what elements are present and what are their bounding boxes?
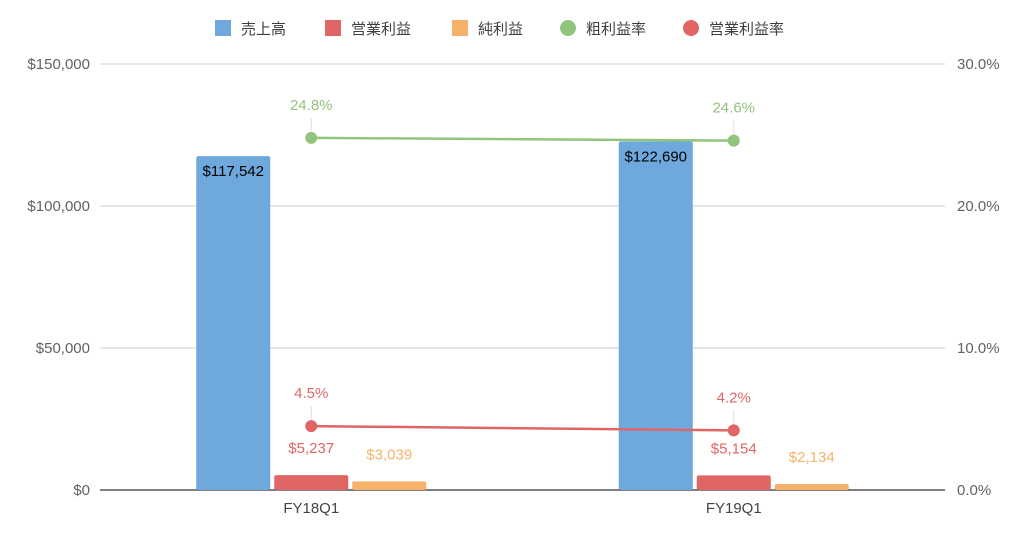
line-data-label: 24.6% [712, 100, 755, 117]
bar-net-profit [774, 483, 849, 490]
right-axis-tick-label: 20.0% [957, 198, 1000, 215]
bar-net-profit [352, 481, 427, 490]
legend-swatch [452, 20, 468, 36]
left-axis-tick-label: $0 [73, 482, 90, 499]
left-axis-tick-label: $100,000 [27, 198, 90, 215]
bar-data-label: $3,039 [366, 446, 412, 463]
right-axis-tick-label: 10.0% [957, 340, 1000, 357]
legend-label: 純利益 [478, 20, 523, 38]
series-point [305, 420, 318, 433]
right-axis-tick-label: 30.0% [957, 56, 1000, 73]
bar-data-label: $5,237 [288, 440, 334, 457]
x-axis-category-label: FY19Q1 [706, 500, 762, 517]
bar-revenue [196, 156, 271, 490]
x-axis-category-label: FY18Q1 [283, 500, 339, 517]
series-point [305, 131, 318, 144]
right-axis-tick-label: 0.0% [957, 482, 991, 499]
legend-label: 営業利益率 [709, 20, 784, 38]
left-axis-tick-label: $150,000 [27, 56, 90, 73]
legend-label: 営業利益 [351, 20, 411, 38]
line-data-label: 4.5% [294, 385, 328, 402]
legend-label: 売上高 [241, 20, 286, 38]
bar-operating-profit [696, 475, 771, 490]
legend-swatch [215, 20, 231, 36]
bar-data-label: $117,542 [203, 163, 264, 180]
line-data-label: 4.2% [717, 389, 751, 406]
legend-label: 粗利益率 [586, 20, 646, 38]
bar-data-label: $122,690 [624, 149, 687, 166]
legend-swatch [325, 20, 341, 36]
series-line [311, 424, 734, 432]
line-data-label: 24.8% [290, 97, 333, 114]
series-point [727, 134, 740, 147]
bar-data-label: $5,154 [711, 440, 757, 457]
bar-operating-profit [274, 475, 349, 490]
legend-swatch [683, 20, 699, 36]
legend-swatch [560, 20, 576, 36]
series-point [727, 424, 740, 437]
bar-data-label: $2,134 [789, 449, 835, 466]
series-line [311, 136, 734, 142]
bar-revenue [618, 141, 693, 490]
left-axis-tick-label: $50,000 [36, 340, 90, 357]
